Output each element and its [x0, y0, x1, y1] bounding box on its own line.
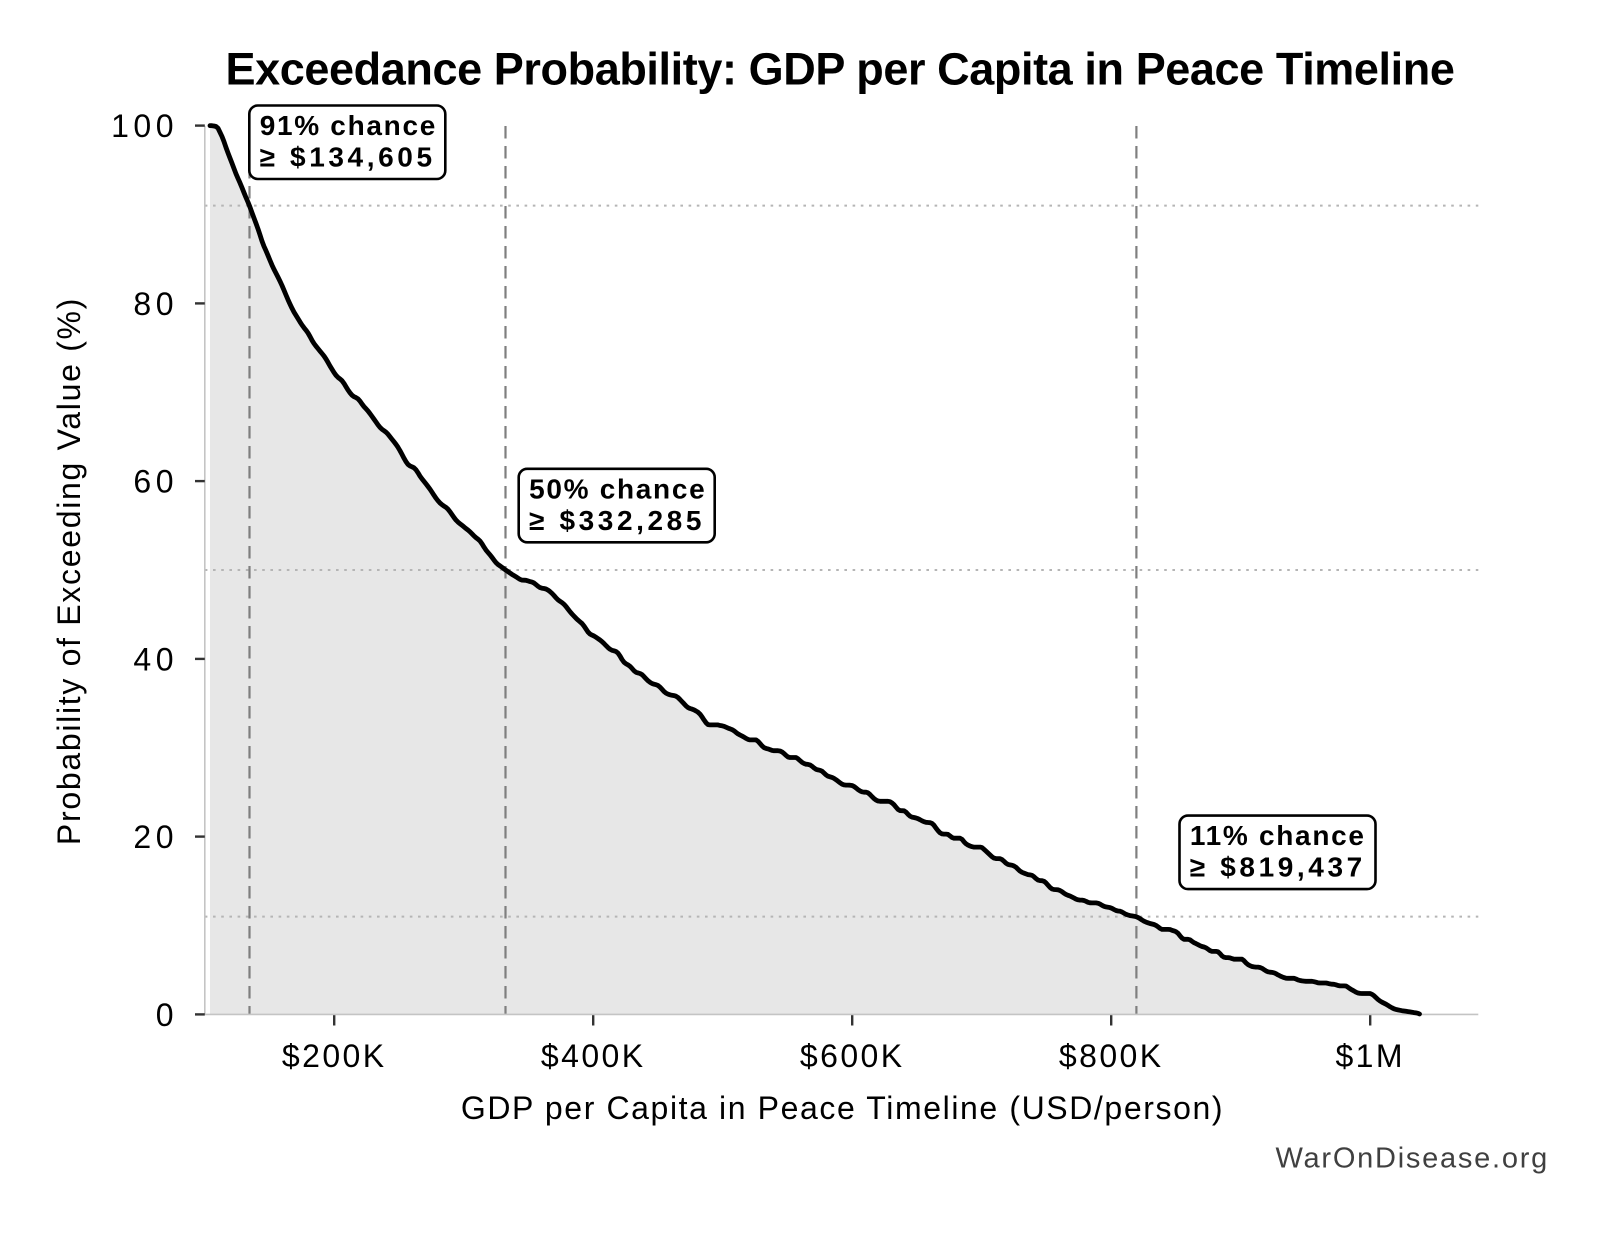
svg-text:$400K: $400K [541, 1038, 646, 1074]
svg-text:≥ $332,285: ≥ $332,285 [529, 505, 705, 536]
svg-text:91% chance: 91% chance [260, 110, 437, 141]
svg-text:$200K: $200K [282, 1038, 387, 1074]
svg-text:WarOnDisease.org: WarOnDisease.org [1275, 1143, 1549, 1175]
svg-text:0: 0 [156, 997, 178, 1033]
svg-text:20: 20 [133, 819, 178, 855]
svg-text:50% chance: 50% chance [529, 473, 706, 504]
svg-text:GDP per Capita in Peace Timeli: GDP per Capita in Peace Timeline (USD/pe… [461, 1090, 1224, 1126]
svg-text:11% chance: 11% chance [1190, 820, 1366, 851]
svg-text:$600K: $600K [800, 1038, 905, 1074]
svg-text:$800K: $800K [1059, 1038, 1164, 1074]
svg-text:60: 60 [133, 464, 178, 500]
svg-text:$1M: $1M [1335, 1038, 1404, 1074]
svg-text:80: 80 [133, 286, 178, 322]
svg-text:40: 40 [133, 641, 178, 677]
svg-text:Probability of Exceeding Value: Probability of Exceeding Value (%) [51, 297, 87, 845]
svg-text:≥ $819,437: ≥ $819,437 [1190, 852, 1366, 883]
svg-text:100: 100 [111, 108, 178, 144]
svg-text:Exceedance Probability: GDP pe: Exceedance Probability: GDP per Capita i… [226, 44, 1455, 95]
svg-text:≥ $134,605: ≥ $134,605 [260, 142, 436, 173]
